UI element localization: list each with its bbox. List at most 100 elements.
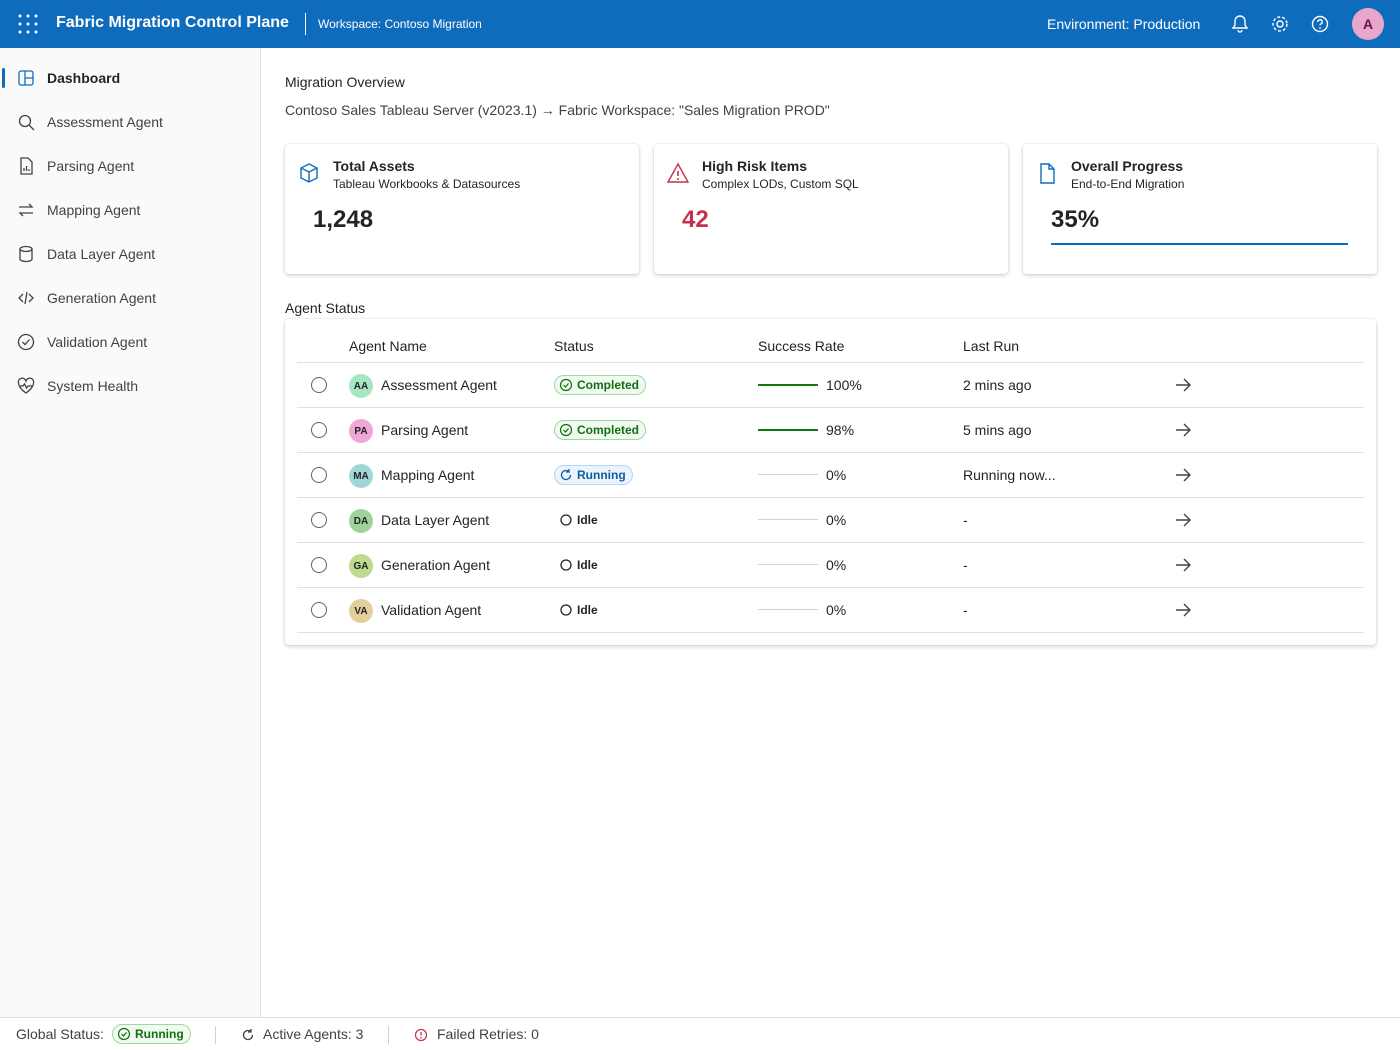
- last-run: 2 mins ago: [963, 377, 1032, 393]
- status-bar: Global Status: Running Active Agents: 3 Fai…: [0, 1017, 1400, 1050]
- last-run: -: [963, 602, 968, 618]
- agent-avatar: PA: [349, 419, 373, 443]
- nav-label: Data Layer Agent: [47, 246, 156, 262]
- agent-name: Validation Agent: [381, 602, 482, 618]
- column-header: Status: [554, 338, 594, 354]
- table-row[interactable]: MA Mapping Agent Running 0% Running now...: [297, 453, 1364, 498]
- row-arrow[interactable]: [1174, 556, 1192, 574]
- last-run: -: [963, 512, 968, 528]
- success-rate: 0%: [826, 467, 847, 483]
- workspace: Workspace: Contoso Migration: [318, 17, 482, 31]
- app-launcher[interactable]: [18, 14, 38, 34]
- agent-name: Data Layer Agent: [381, 512, 490, 528]
- row-radio[interactable]: [311, 557, 327, 573]
- last-run: Running now...: [963, 467, 1056, 483]
- active-agents: Active Agents: 3: [263, 1026, 364, 1042]
- nav-item[interactable]: Assessment Agent: [0, 104, 260, 140]
- row-arrow[interactable]: [1174, 601, 1192, 619]
- global-status-label: Global Status:: [16, 1026, 104, 1042]
- row-arrow[interactable]: [1174, 511, 1192, 529]
- nav-icon: [18, 114, 35, 131]
- success-bar: [758, 609, 818, 610]
- column-header: Success Rate: [758, 338, 845, 354]
- divider: [388, 1026, 389, 1044]
- status-badge: Running: [554, 465, 633, 485]
- agent-name: Assessment Agent: [381, 377, 497, 393]
- agent-name: Generation Agent: [381, 557, 490, 573]
- nav-item[interactable]: Mapping Agent: [0, 192, 260, 228]
- header-divider: [297, 362, 1364, 363]
- nav-icon: [17, 333, 35, 351]
- status-text: Idle: [577, 603, 598, 617]
- card-icon: [1040, 163, 1055, 184]
- avatar[interactable]: A: [1352, 8, 1384, 40]
- agent-name: Parsing Agent: [381, 422, 469, 438]
- nav-label: Parsing Agent: [47, 158, 135, 174]
- row-arrow[interactable]: [1174, 466, 1192, 484]
- nav-icon: [18, 203, 34, 217]
- migration-path: Contoso Sales Tableau Server (v2023.1) →…: [285, 102, 830, 118]
- row-radio[interactable]: [311, 512, 327, 528]
- row-radio[interactable]: [311, 602, 327, 618]
- agent-avatar: VA: [349, 599, 373, 623]
- summary-card: Total Assets Tableau Workbooks & Datasour…: [285, 144, 639, 274]
- card-title: Total Assets: [333, 158, 415, 174]
- summary-card: High Risk Items Complex LODs, Custom SQL 4…: [654, 144, 1008, 274]
- status-text: Idle: [577, 558, 598, 572]
- status-icon: [117, 1027, 131, 1041]
- nav-item[interactable]: Generation Agent: [0, 280, 260, 316]
- agent-avatar: MA: [349, 464, 373, 488]
- notifications[interactable]: [1230, 14, 1250, 34]
- card-subtitle: End-to-End Migration: [1071, 177, 1185, 191]
- environment: Environment: Production: [1047, 16, 1201, 32]
- table-row[interactable]: GA Generation Agent Idle 0% -: [297, 543, 1364, 588]
- table-row[interactable]: PA Parsing Agent Completed 98% 5 mins ago: [297, 408, 1364, 453]
- section-heading: Agent Status: [285, 300, 366, 316]
- status-badge: Idle: [554, 600, 605, 620]
- status-badge: Idle: [554, 510, 605, 530]
- global-status-badge: Running: [112, 1024, 191, 1044]
- success-rate: 0%: [826, 512, 847, 528]
- success-rate: 98%: [826, 422, 855, 438]
- last-run: 5 mins ago: [963, 422, 1032, 438]
- divider: [215, 1026, 216, 1044]
- success-bar: [758, 474, 818, 475]
- nav-label: Validation Agent: [47, 334, 148, 350]
- nav-item[interactable]: System Health: [0, 368, 260, 404]
- row-radio[interactable]: [311, 467, 327, 483]
- table-row[interactable]: AA Assessment Agent Completed 100% 2 mins ag…: [297, 363, 1364, 408]
- status-icon: [560, 469, 572, 481]
- nav-item[interactable]: Parsing Agent: [0, 148, 260, 184]
- row-radio[interactable]: [311, 377, 327, 393]
- card-value: 35%: [1051, 206, 1100, 233]
- nav-icon: [17, 377, 35, 394]
- row-arrow[interactable]: [1174, 421, 1192, 439]
- status-badge: Completed: [554, 375, 647, 395]
- row-radio[interactable]: [311, 422, 327, 438]
- column-header: Last Run: [963, 338, 1020, 354]
- help[interactable]: [1310, 14, 1330, 34]
- column-header: Agent Name: [349, 338, 427, 354]
- nav-item[interactable]: Data Layer Agent: [0, 236, 260, 272]
- agent-avatar: GA: [349, 554, 373, 578]
- nav-item[interactable]: Dashboard: [0, 60, 260, 96]
- nav-label: Mapping Agent: [47, 202, 141, 218]
- nav-item[interactable]: Validation Agent: [0, 324, 260, 360]
- row-arrow[interactable]: [1174, 376, 1192, 394]
- nav-label: System Health: [47, 378, 139, 394]
- error-icon: [414, 1028, 428, 1042]
- settings[interactable]: [1270, 14, 1290, 34]
- card-icon: [300, 163, 318, 183]
- agent-name: Mapping Agent: [381, 467, 475, 483]
- agent-avatar: DA: [349, 509, 373, 533]
- table-row[interactable]: VA Validation Agent Idle 0% -: [297, 588, 1364, 633]
- app-title: Fabric Migration Control Plane: [56, 14, 289, 31]
- table-row[interactable]: DA Data Layer Agent Idle 0% -: [297, 498, 1364, 543]
- summary-card: Overall Progress End-to-End Migration 35%: [1023, 144, 1377, 274]
- card-title: Overall Progress: [1071, 158, 1184, 174]
- card-value: 1,248: [313, 206, 374, 233]
- status-badge: Completed: [554, 420, 647, 440]
- last-run: -: [963, 557, 968, 573]
- section-heading: Migration Overview: [285, 74, 405, 90]
